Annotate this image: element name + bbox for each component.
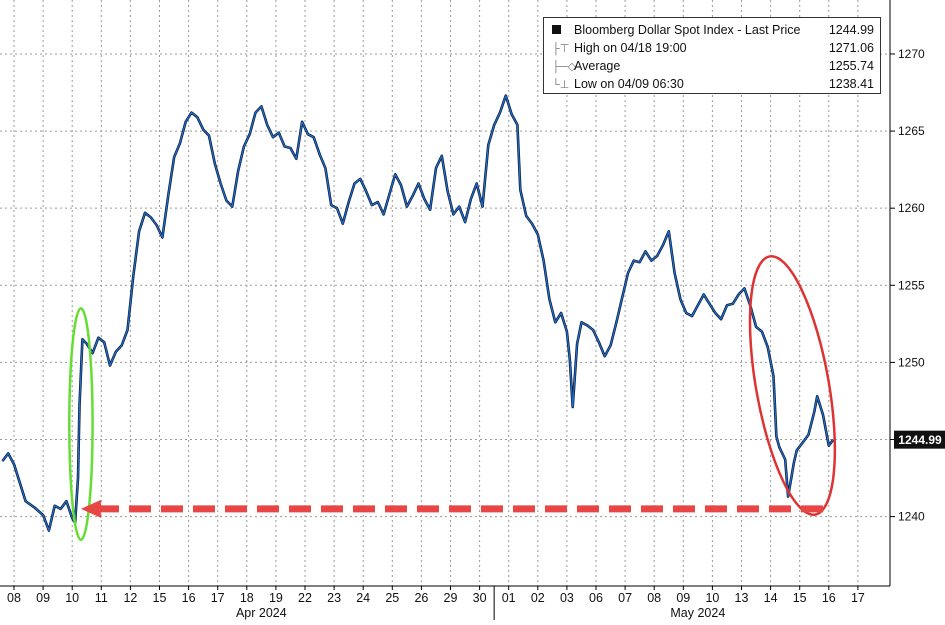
x-tick-label: 19 [269,591,283,605]
legend-label: High on 04/18 19:00 [574,41,687,55]
legend-label: Bloomberg Dollar Spot Index - Last Price [574,23,801,37]
last-price-label: 1244.99 [898,433,942,447]
x-tick-label: 17 [851,591,865,605]
y-tick-label: 1255 [898,278,925,292]
legend-entry-low: └⊥ Low on 04/09 06:30 1238.41 [552,75,874,93]
x-tick-label: 08 [7,591,21,605]
annotation-ellipse [748,255,837,517]
average-marker-icon: ├─◇ [552,60,577,73]
low-marker-icon: └⊥ [552,78,570,91]
series-layer [1,94,835,532]
month-label: Apr 2024 [236,606,287,620]
x-tick-label: 06 [589,591,603,605]
x-tick-label: 26 [414,591,428,605]
y-tick-label: 1250 [898,355,925,369]
y-tick-label: 1260 [898,201,925,215]
x-tick-label: 16 [182,591,196,605]
y-tick-label: 1270 [898,47,925,61]
annotation-arrow-head [80,499,101,518]
high-marker-icon: ├⊤ [552,42,570,55]
annotation-ellipse [68,307,94,541]
x-tick-label: 13 [735,591,749,605]
x-tick-label: 30 [473,591,487,605]
x-tick-label: 15 [793,591,807,605]
x-tick-label: 29 [444,591,458,605]
x-tick-label: 23 [327,591,341,605]
x-tick-label: 08 [647,591,661,605]
series-line [1,94,834,532]
legend-value: 1238.41 [828,77,874,91]
x-tick-label: 01 [502,591,516,605]
legend-value: 1255.74 [828,59,874,73]
x-tick-label: 17 [211,591,225,605]
y-tick-label: 1265 [898,124,925,138]
x-tick-label: 12 [123,591,137,605]
legend-label: Low on 04/09 06:30 [574,77,684,91]
x-tick-label: 11 [95,591,108,605]
x-tick-label: 07 [618,591,632,605]
x-tick-label: 14 [764,591,778,605]
legend-entry-average: ├─◇ Average 1255.74 [552,57,874,75]
legend-label: Average [574,59,621,73]
x-tick-label: 02 [531,591,545,605]
x-tick-label: 15 [153,591,167,605]
x-tick-label: 03 [560,591,574,605]
legend: Bloomberg Dollar Spot Index - Last Price… [543,17,881,94]
x-tick-label: 09 [36,591,50,605]
x-tick-label: 10 [705,591,719,605]
x-tick-label: 10 [65,591,79,605]
legend-value: 1244.99 [828,23,874,37]
x-tick-label: 24 [356,591,370,605]
x-tick-label: 22 [298,591,312,605]
last-price-box [894,430,945,449]
x-tick-label: 25 [385,591,399,605]
legend-square-icon [552,24,574,36]
month-label: May 2024 [670,606,725,620]
y-tick-label: 1240 [898,510,925,524]
legend-value: 1271.06 [828,41,874,55]
x-tick-label: 16 [822,591,836,605]
legend-entry-high: ├⊤ High on 04/18 19:00 1271.06 [552,39,874,57]
x-tick-label: 18 [240,591,254,605]
annotation-layer [68,255,837,541]
legend-entry-last-price: Bloomberg Dollar Spot Index - Last Price… [552,21,874,39]
x-tick-label: 09 [676,591,690,605]
